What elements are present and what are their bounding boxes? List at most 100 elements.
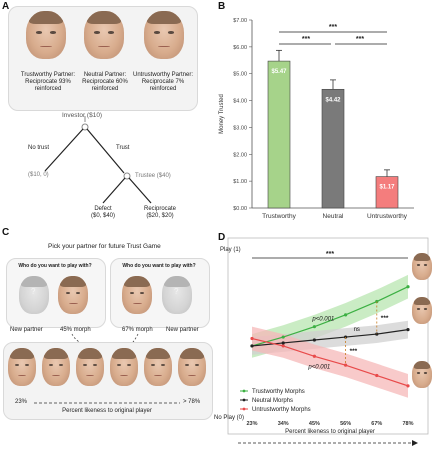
- bar: [321, 88, 345, 209]
- data-point: [406, 384, 410, 388]
- neutral-face-small: [412, 297, 432, 324]
- legend-marker: [242, 389, 246, 393]
- panel-label-a: A: [2, 1, 10, 12]
- sig-lower: ***: [350, 348, 358, 355]
- neutral-partner-label: Neutral Partner: Reciprocate 60% reinfor…: [82, 72, 128, 92]
- legend-label: Neutral Morphs: [252, 398, 293, 404]
- y-tick-label: $4.00: [233, 99, 247, 105]
- choice-question-1: Who do you want to play with?: [18, 263, 92, 269]
- morph-face-67: [122, 276, 152, 314]
- x-tick-label: Untrustworthy: [367, 213, 408, 220]
- y-tick-label: $6.00: [233, 45, 247, 51]
- bar-value-label: $4.42: [325, 97, 341, 103]
- bar: [267, 60, 291, 209]
- data-point: [312, 338, 316, 342]
- data-point: [281, 341, 285, 345]
- data-point: [375, 299, 379, 304]
- no-trust-payoff: ($10, 0): [28, 172, 49, 178]
- legend-marker: [242, 407, 246, 411]
- new-partner-label-2: New partner: [166, 327, 199, 333]
- reciprocate-label: Reciprocate ($20, $20): [143, 206, 176, 219]
- untrustworthy-face-image: [144, 11, 184, 59]
- legend-label: Untrustworthy Morphs: [252, 407, 311, 413]
- data-point: [375, 373, 379, 378]
- data-point: [250, 344, 254, 348]
- morph-face-23: [8, 348, 36, 386]
- x-tick-label: Neutral: [323, 213, 345, 220]
- x-tick-label: 23%: [246, 421, 257, 427]
- y-bottom-label: No Play (0): [214, 415, 244, 421]
- untrustworthy-partner-label: Untrustworthy Partner: Reciprocate 7% re…: [132, 72, 194, 92]
- x-tick-label: Trustworthy: [262, 213, 296, 220]
- investor-node: [81, 123, 89, 131]
- confidence-band: [252, 326, 408, 398]
- untrustworthy-face-small: [412, 361, 432, 388]
- y-tick-label: $0.00: [233, 206, 247, 212]
- choice-box-1: [6, 258, 106, 328]
- morph-67-label: 67% morph: [122, 327, 153, 333]
- morph-continuum-box: [3, 342, 213, 420]
- x-tick-label: 45%: [309, 421, 320, 427]
- panel-label-b: B: [218, 1, 226, 12]
- data-point: [406, 285, 410, 289]
- morph-face-34: [42, 348, 70, 386]
- game-tree: [44, 116, 152, 204]
- sig-label: ***: [302, 36, 310, 43]
- no-trust-label: No trust: [28, 145, 50, 151]
- y-top-label: Play (1): [220, 247, 241, 253]
- trustworthy-partner-label: Trustworthy Partner: Reciprocate 93% rei…: [20, 72, 76, 92]
- y-tick-label: $7.00: [233, 18, 247, 24]
- play-probability-line-chart: Play (1) No Play (0) *** p<0.001 ns *** *** p<0…: [214, 237, 429, 446]
- neutral-face-image: [84, 11, 124, 59]
- scale-description: Percent likeness to original player: [62, 408, 152, 414]
- money-trusted-bar-chart: $0.00 $1.00 $2.00 $3.00 $4.00 $5.00 $6.00 $7.00…: [219, 18, 414, 220]
- series-line: [251, 286, 409, 347]
- bar-value-label: $5.47: [271, 69, 287, 75]
- morph-face-78: [178, 348, 206, 386]
- sig-upper: ***: [381, 315, 389, 322]
- p-value-lower: p<0.001: [307, 364, 330, 370]
- x-tick-label: 67%: [371, 421, 382, 427]
- legend-marker: [242, 398, 246, 402]
- data-point: [250, 336, 254, 341]
- unknown-mark: ?: [31, 287, 36, 296]
- x-tick-label: 34%: [278, 421, 289, 427]
- choice-question-2: Who do you want to play with?: [122, 263, 196, 269]
- trustworthy-face-image: [26, 11, 66, 59]
- unknown-mark-2: ?: [174, 287, 179, 296]
- series-line: [251, 337, 409, 387]
- legend-label: Trustworthy Morphs: [252, 389, 305, 395]
- y-tick-label: $5.00: [233, 72, 247, 78]
- x-direction-arrowhead: [412, 440, 418, 446]
- investor-label: Investor ($10): [62, 112, 103, 119]
- sig-label: ***: [356, 36, 364, 43]
- top-sig-label: ***: [326, 251, 334, 258]
- data-point: [312, 325, 316, 329]
- panel-label-c: C: [2, 227, 10, 238]
- data-point: [312, 354, 316, 358]
- x-tick-label: 78%: [402, 421, 413, 427]
- morph-face-67b: [144, 348, 172, 386]
- trustee-node: [123, 172, 131, 180]
- bar-value-label: $1.17: [379, 185, 395, 191]
- unknown-partner-silhouette: [19, 276, 49, 314]
- ns-label: ns: [354, 327, 360, 333]
- unknown-partner-silhouette-2: [162, 276, 192, 314]
- bar: [375, 176, 399, 209]
- x-tick-label: 56%: [340, 421, 351, 427]
- series-line: [251, 329, 409, 347]
- data-point: [281, 335, 285, 339]
- data-point: [344, 313, 348, 317]
- y-tick-label: $1.00: [233, 179, 247, 185]
- morph-face-45: [58, 276, 88, 314]
- y-tick-label: $3.00: [233, 125, 247, 131]
- morph-face-45b: [76, 348, 104, 386]
- scale-arrow: [34, 402, 180, 404]
- sig-label: ***: [329, 24, 337, 31]
- defect-label: Defect ($0, $40): [90, 206, 115, 219]
- data-point: [406, 328, 410, 332]
- morph-45-label: 45% morph: [60, 327, 91, 333]
- data-point: [375, 332, 379, 336]
- plot-frame: [227, 237, 429, 435]
- scale-right-label: > 78%: [183, 399, 201, 405]
